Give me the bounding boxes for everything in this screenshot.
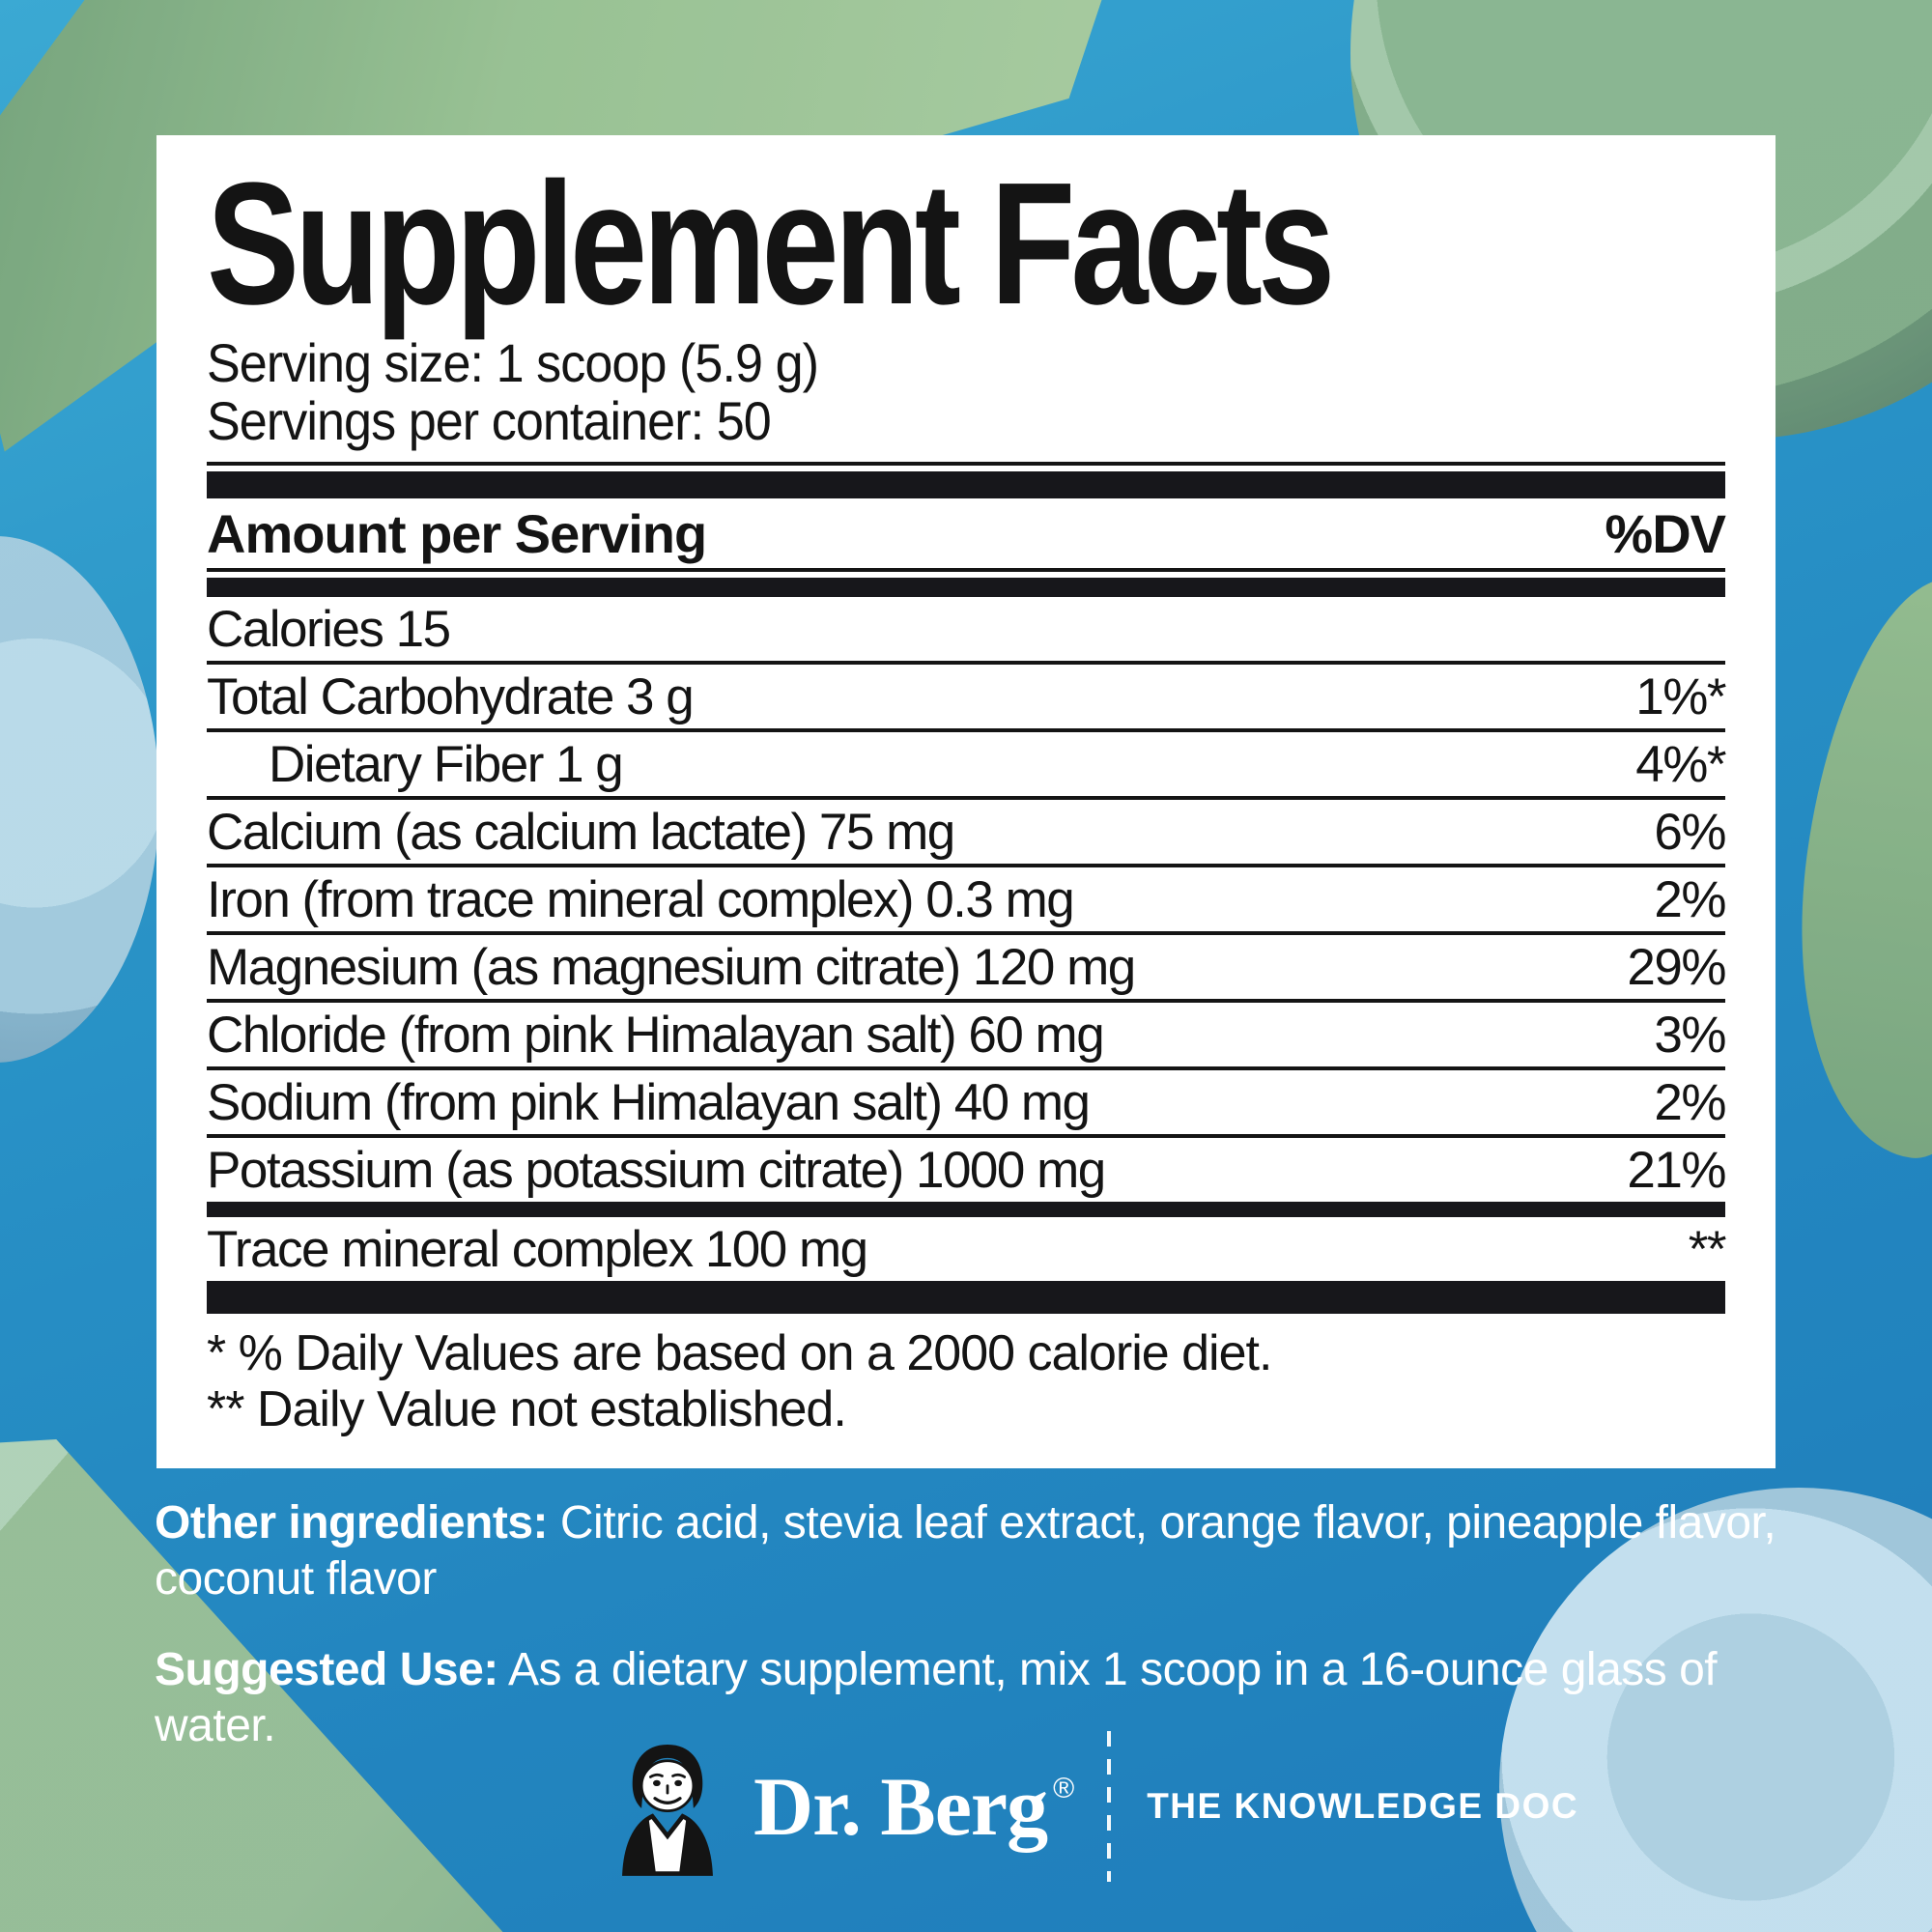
label-notes: Other ingredients: Citric acid, stevia l… [155,1495,1797,1754]
facts-header-row: Amount per Serving %DV [207,498,1726,568]
nutrient-name: Calcium (as calcium lactate) 75 mg [207,803,955,861]
suggested-use-label: Suggested Use: [155,1644,498,1695]
facts-table-row: Dietary Fiber 1 g 4%* [207,728,1726,796]
supplement-facts-panel: Supplement Facts Serving size: 1 scoop (… [156,135,1776,1468]
nutrient-dv: 6% [1654,803,1726,861]
trace-mineral-row: Trace mineral complex 100 mg ** [207,1217,1727,1281]
nutrient-dv: 3% [1654,1006,1726,1064]
serving-info: Serving size: 1 scoop (5.9 g) Servings p… [207,334,1725,450]
bottom-thick-bar [207,1281,1725,1314]
facts-table-row: Sodium (from pink Himalayan salt) 40 mg … [207,1066,1726,1134]
dr-berg-face-icon [622,1745,713,1876]
nutrient-dv: 4%* [1635,735,1726,793]
nutrient-dv: 2% [1654,870,1726,928]
header-thick-bar [207,578,1725,597]
brand-name: Dr. Berg ® [753,1760,1074,1853]
facts-table-row: Potassium (as potassium citrate) 1000 mg… [207,1134,1726,1202]
facts-table-row: Calories 15 [207,597,1725,661]
nutrient-name: Total Carbohydrate 3 g [207,668,695,725]
servings-per-container-line: Servings per container: 50 [207,390,772,451]
facts-rows: Calories 15 Total Carbohydrate 3 g 1%* D… [207,597,1726,1202]
nutrient-dv: 29% [1627,938,1726,996]
serving-size-line: Serving size: 1 scoop (5.9 g) [207,332,819,393]
nutrient-dv: 1%* [1635,668,1726,725]
top-thick-bar [207,471,1725,498]
nutrient-name: Dietary Fiber 1 g [269,735,624,793]
suggested-use-text: As a dietary supplement, mix 1 scoop in … [155,1644,1718,1751]
nutrient-name: Potassium (as potassium citrate) 1000 mg [207,1141,1106,1199]
other-ingredients-line2: coconut flavor [155,1553,437,1605]
other-ingredients-label: Other ingredients: [155,1497,549,1548]
dr-berg-logo: Dr. Berg ® THE KNOWLEDGE DOC [618,1729,1578,1884]
nutrient-dv: 21% [1627,1141,1726,1199]
registered-mark: ® [1053,1773,1074,1804]
footnote-daily-values: * % Daily Values are based on a 2000 cal… [207,1325,1272,1381]
nutrient-name: Sodium (from pink Himalayan salt) 40 mg [207,1073,1091,1131]
facts-table-row: Total Carbohydrate 3 g 1%* [207,661,1726,728]
nutrient-name: Trace mineral complex 100 mg [207,1220,868,1278]
amount-per-serving-header: Amount per Serving [207,502,707,564]
dv-header: %DV [1605,502,1726,564]
facts-table-row: Magnesium (as magnesium citrate) 120 mg … [207,931,1726,999]
mid-thick-bar [207,1202,1725,1217]
nutrient-dv: ** [1688,1220,1727,1278]
nutrient-name: Calories 15 [207,600,451,658]
header-hairline-rule [207,568,1725,572]
other-ingredients-text: Citric acid, stevia leaf extract, orange… [559,1497,1776,1548]
other-ingredients-line1: Other ingredients: Citric acid, stevia l… [155,1495,1797,1551]
dashed-divider [1107,1731,1112,1882]
panel-title: Supplement Facts [207,147,1335,341]
top-hairline-rule [207,462,1725,466]
nutrient-name: Magnesium (as magnesium citrate) 120 mg [207,938,1136,996]
suggested-use-line: Suggested Use: As a dietary supplement, … [155,1642,1797,1754]
nutrient-name: Iron (from trace mineral complex) 0.3 mg [207,870,1075,928]
brand-tagline: THE KNOWLEDGE DOC [1147,1786,1579,1826]
footnote-not-established: ** Daily Value not established. [207,1381,847,1437]
facts-table-row: Calcium (as calcium lactate) 75 mg 6% [207,796,1726,864]
facts-table-row: Chloride (from pink Himalayan salt) 60 m… [207,999,1726,1066]
facts-table-row: Iron (from trace mineral complex) 0.3 mg… [207,864,1726,931]
nutrient-dv: 2% [1654,1073,1726,1131]
nutrient-name: Chloride (from pink Himalayan salt) 60 m… [207,1006,1105,1064]
